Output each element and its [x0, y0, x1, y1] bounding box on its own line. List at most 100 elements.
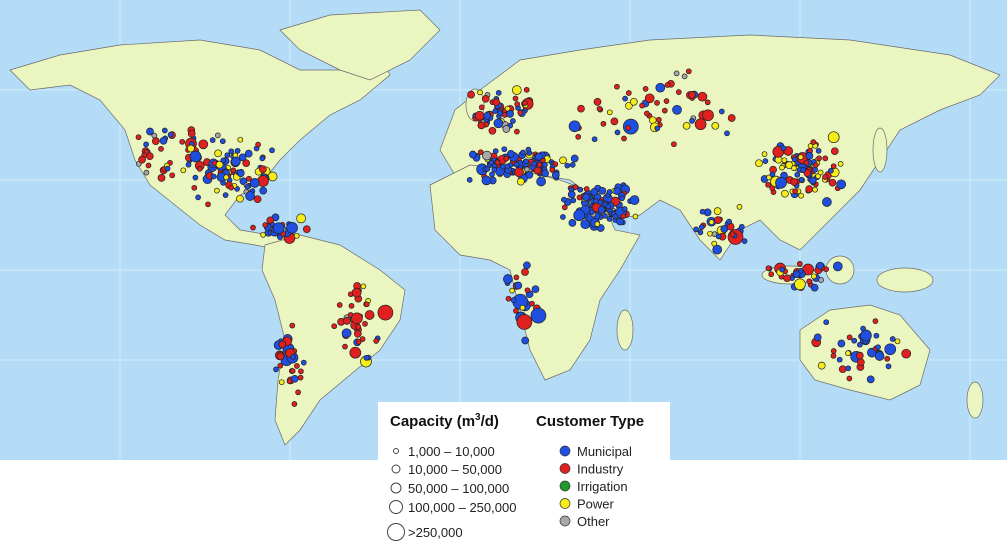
- customer-symbol: [559, 480, 571, 492]
- plant-marker: [219, 138, 226, 145]
- capacity-symbol: [391, 464, 401, 474]
- plant-marker: [765, 265, 772, 272]
- plant-marker: [504, 163, 511, 170]
- plant-marker: [353, 329, 362, 338]
- plant-marker: [682, 121, 691, 130]
- plant-marker: [510, 118, 516, 124]
- plant-marker: [836, 356, 843, 363]
- plant-marker: [234, 147, 241, 154]
- plant-marker: [164, 165, 171, 172]
- plant-marker: [780, 145, 787, 152]
- plant-marker: [524, 166, 530, 173]
- customer-legend-title: Customer Type: [536, 413, 644, 430]
- plant-marker: [792, 270, 801, 278]
- plant-marker: [522, 100, 528, 106]
- plant-marker: [625, 125, 632, 131]
- customer-label: Other: [577, 514, 610, 529]
- plant-marker: [621, 135, 627, 142]
- plant-marker: [698, 224, 705, 230]
- plant-marker: [794, 171, 801, 178]
- plant-marker: [519, 304, 526, 311]
- plant-marker: [769, 171, 776, 178]
- plant-marker: [510, 297, 517, 303]
- plant-marker: [525, 146, 532, 153]
- plant-marker: [726, 218, 732, 225]
- plant-marker: [289, 368, 296, 374]
- plant-marker: [276, 352, 285, 361]
- plant-marker: [572, 184, 579, 190]
- plant-marker: [492, 148, 499, 154]
- plant-marker: [488, 126, 497, 135]
- plant-marker: [812, 166, 818, 173]
- plant-marker: [681, 73, 688, 80]
- plant-marker: [514, 281, 523, 290]
- plant-marker: [278, 379, 285, 386]
- plant-marker: [495, 90, 502, 96]
- plant-marker: [262, 222, 269, 228]
- plant-marker: [830, 163, 837, 170]
- plant-marker: [885, 363, 892, 370]
- plant-marker: [720, 225, 729, 233]
- plant-marker: [373, 338, 380, 344]
- plant-marker: [295, 389, 301, 396]
- plant-marker: [220, 157, 227, 164]
- plant-marker: [561, 196, 567, 203]
- plant-marker: [477, 149, 484, 156]
- plant-marker: [494, 159, 501, 166]
- plant-marker: [794, 278, 806, 291]
- plant-marker: [655, 116, 662, 123]
- plant-marker: [245, 191, 255, 201]
- plant-marker: [520, 149, 526, 156]
- plant-marker: [781, 157, 788, 164]
- title-part: Capacity (m: [390, 413, 475, 430]
- plant-marker: [222, 192, 229, 198]
- plant-marker: [531, 285, 540, 294]
- plant-marker: [711, 121, 720, 130]
- plant-marker: [567, 190, 576, 199]
- capacity-label: 100,000 – 250,000: [408, 500, 516, 515]
- plant-marker: [614, 129, 621, 136]
- plant-marker: [145, 152, 154, 161]
- capacity-symbol: [389, 500, 403, 514]
- plant-marker: [536, 176, 546, 187]
- plant-marker: [816, 155, 822, 162]
- plant-marker: [331, 323, 338, 330]
- capacity-symbol: [387, 523, 405, 541]
- plant-marker: [765, 181, 771, 188]
- plant-marker: [845, 350, 851, 357]
- plant-marker: [492, 108, 499, 114]
- plant-marker: [708, 219, 715, 225]
- plant-markers: [135, 68, 912, 407]
- plant-marker: [810, 139, 817, 145]
- plant-marker: [729, 231, 736, 238]
- plant-marker: [143, 169, 150, 176]
- plant-marker: [467, 90, 475, 99]
- plant-marker: [158, 146, 164, 152]
- plant-marker: [808, 176, 817, 185]
- legend: 1,000 – 10,000 10,000 – 50,000 50,000 – 10…: [387, 444, 632, 541]
- plant-marker: [570, 197, 577, 204]
- plant-marker: [642, 86, 649, 92]
- plant-marker: [523, 158, 529, 165]
- plant-marker: [351, 312, 363, 325]
- plant-marker: [755, 159, 763, 168]
- plant-marker: [805, 185, 814, 193]
- plant-marker: [351, 287, 362, 298]
- plant-marker: [259, 155, 266, 162]
- plant-marker: [697, 229, 704, 236]
- plant-marker: [569, 162, 576, 168]
- plant-marker: [699, 208, 706, 215]
- plant-marker: [576, 194, 583, 201]
- plant-marker: [827, 131, 840, 144]
- plant-marker: [135, 134, 142, 141]
- plant-marker: [781, 189, 789, 198]
- plant-marker: [161, 127, 168, 134]
- plant-marker: [509, 287, 515, 294]
- customer-label: Municipal: [577, 444, 632, 459]
- plant-marker: [715, 233, 722, 240]
- plant-marker: [712, 244, 723, 255]
- plant-marker: [625, 101, 633, 110]
- plant-marker: [813, 333, 822, 342]
- plant-marker: [238, 153, 247, 162]
- plant-marker: [559, 156, 567, 165]
